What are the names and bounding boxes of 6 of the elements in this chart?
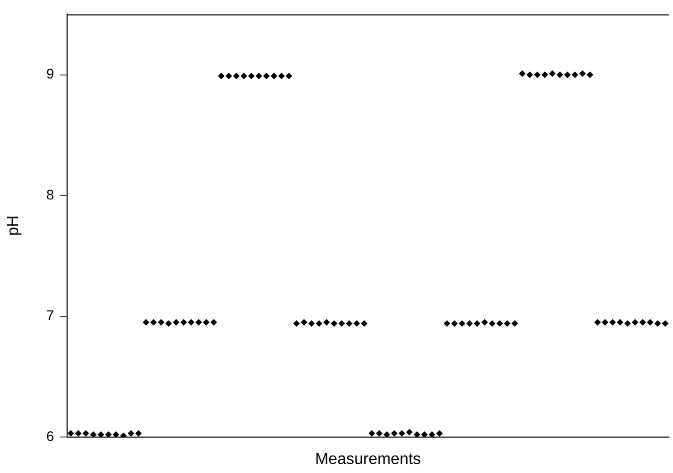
y-tick-label: 9 bbox=[46, 66, 54, 82]
y-axis-title: pH bbox=[5, 215, 22, 236]
y-tick-label: 6 bbox=[46, 428, 54, 444]
x-axis-title: Measurements bbox=[315, 450, 421, 468]
y-tick-label: 7 bbox=[46, 307, 54, 324]
y-tick-label: 8 bbox=[46, 186, 54, 202]
